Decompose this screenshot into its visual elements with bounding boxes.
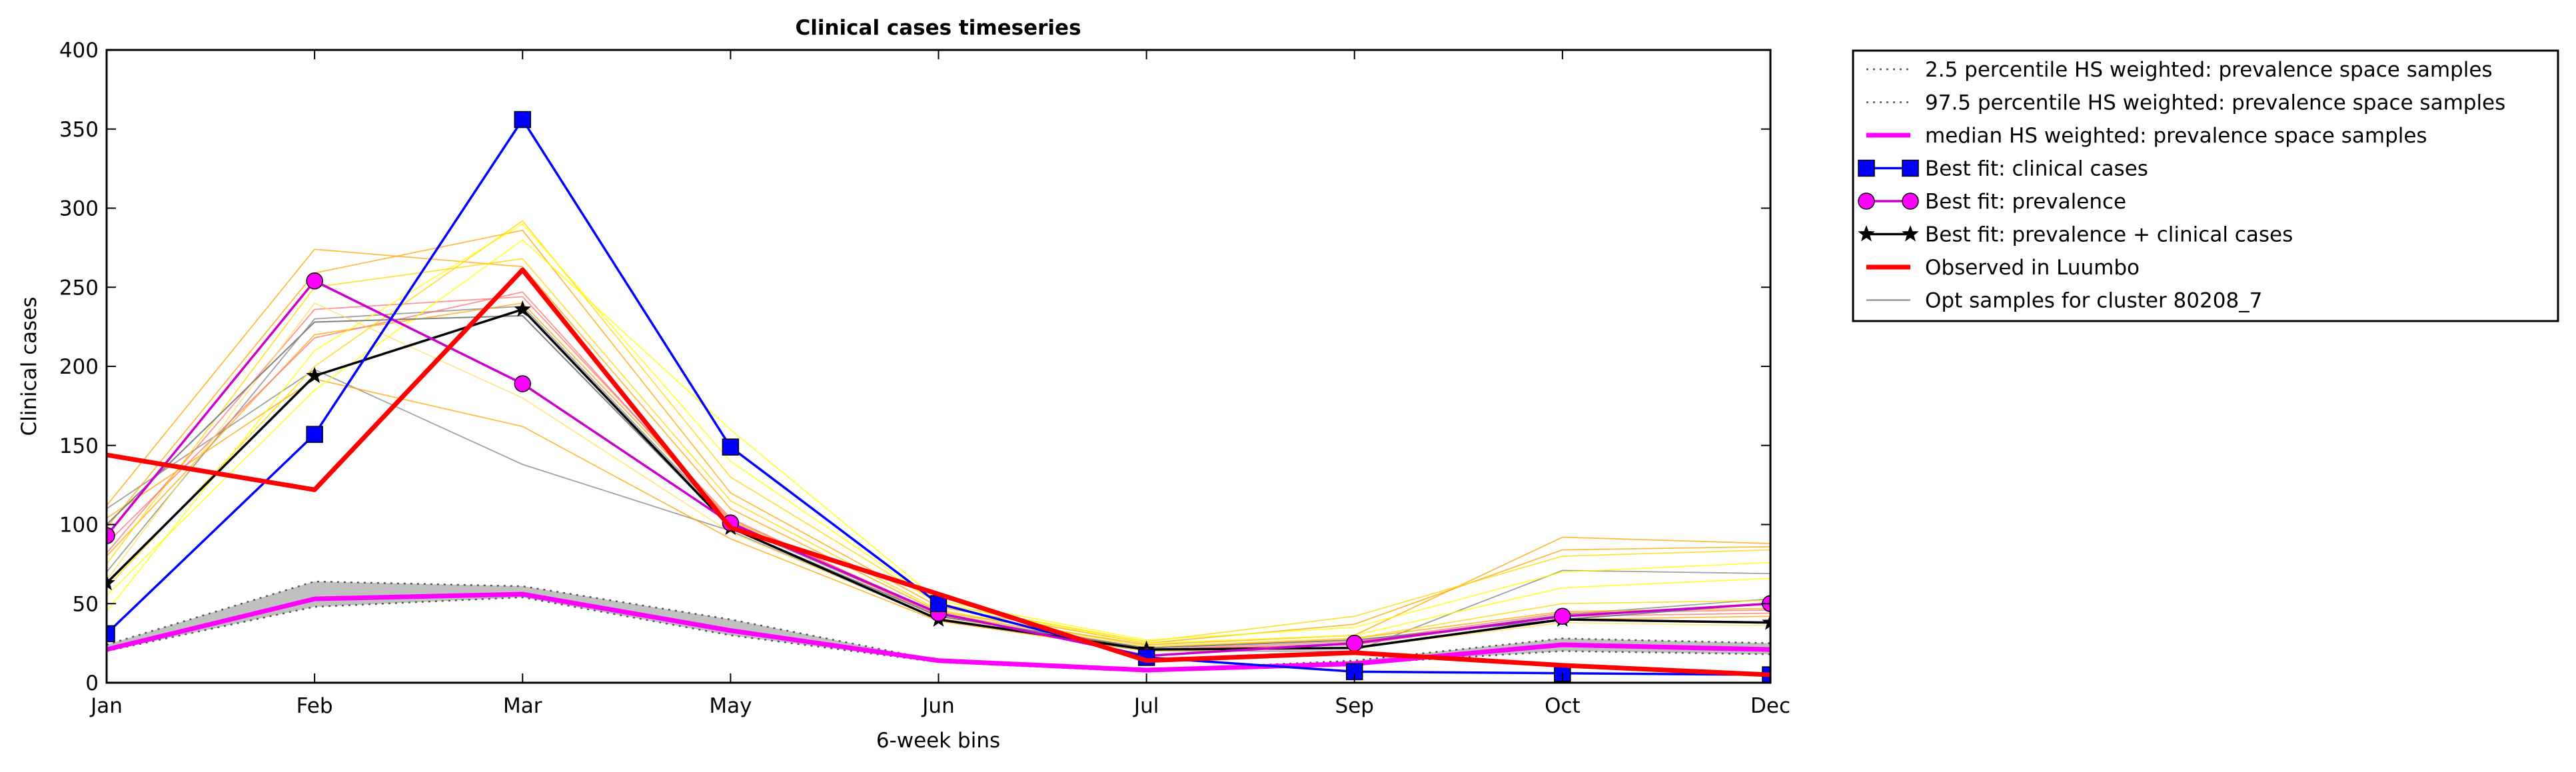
axes: 0 50 100 150 200 250 300 350 400 Jan Feb Mar May Jun J… <box>59 39 1790 718</box>
x-axis-label: 6-week bins <box>876 729 1000 753</box>
data-point-5 <box>107 574 115 591</box>
y-tick-label: 0 <box>85 671 99 695</box>
data-point-3 <box>514 111 531 129</box>
series-line-2 <box>107 591 1770 673</box>
y-tick-label: 350 <box>59 118 99 142</box>
y-tick-label: 150 <box>59 434 99 458</box>
data-point-5 <box>514 300 532 317</box>
x-tick-label: Jun <box>921 694 954 718</box>
x-tick-label: Jan <box>89 694 123 718</box>
x-tick-label: May <box>709 694 752 718</box>
data-point-3 <box>306 426 323 443</box>
legend-marker <box>1858 159 1875 177</box>
data-point-3 <box>107 625 115 643</box>
y-tick-label: 300 <box>59 197 99 221</box>
legend-label: 2.5 percentile HS weighted: prevalence s… <box>1925 58 2493 82</box>
chart-title: Clinical cases timeseries <box>795 16 1081 40</box>
series-line-6 <box>107 267 1770 677</box>
x-tick-label: Oct <box>1545 694 1581 718</box>
legend-label: 97.5 percentile HS weighted: prevalence … <box>1925 91 2505 115</box>
legend-marker <box>1902 225 1919 242</box>
data-point-5 <box>1762 613 1770 630</box>
legend-marker <box>1902 193 1919 210</box>
y-axis-label: Clinical cases <box>17 296 41 436</box>
legend-label: Best fit: prevalence + clinical cases <box>1925 223 2293 247</box>
data-point-3 <box>722 438 740 456</box>
legend-marker <box>1858 225 1875 242</box>
y-tick-label: 200 <box>59 355 99 379</box>
x-tick-label: Feb <box>297 694 333 718</box>
x-tick-label: Dec <box>1750 694 1790 718</box>
y-tick-label: 400 <box>59 39 99 63</box>
legend: 2.5 percentile HS weighted: prevalence s… <box>1852 49 2559 322</box>
data-point-4 <box>107 527 115 544</box>
x-tick-label: Sep <box>1335 694 1374 718</box>
x-tick-label: Jul <box>1133 694 1159 718</box>
data-point-5 <box>306 366 323 384</box>
data-point-4 <box>1554 607 1571 625</box>
data-point-4 <box>514 375 531 392</box>
legend-label: Best fit: prevalence <box>1925 190 2126 214</box>
legend-label: median HS weighted: prevalence space sam… <box>1925 124 2427 148</box>
y-tick-label: 250 <box>59 276 99 300</box>
legend-marker <box>1858 193 1875 210</box>
legend-label: Opt samples for cluster 80208_7 <box>1925 289 2262 313</box>
legend-marker <box>1902 159 1919 177</box>
legend-frame <box>1852 49 2559 322</box>
y-tick-label: 50 <box>73 592 99 616</box>
data-point-4 <box>306 272 323 290</box>
legend-label: Best fit: clinical cases <box>1925 157 2148 181</box>
y-tick-label: 100 <box>59 514 99 538</box>
plot-area <box>107 111 1770 683</box>
legend-label: Observed in Luumbo <box>1925 256 2140 280</box>
data-point-4 <box>1346 634 1363 652</box>
x-tick-label: Mar <box>503 694 542 718</box>
